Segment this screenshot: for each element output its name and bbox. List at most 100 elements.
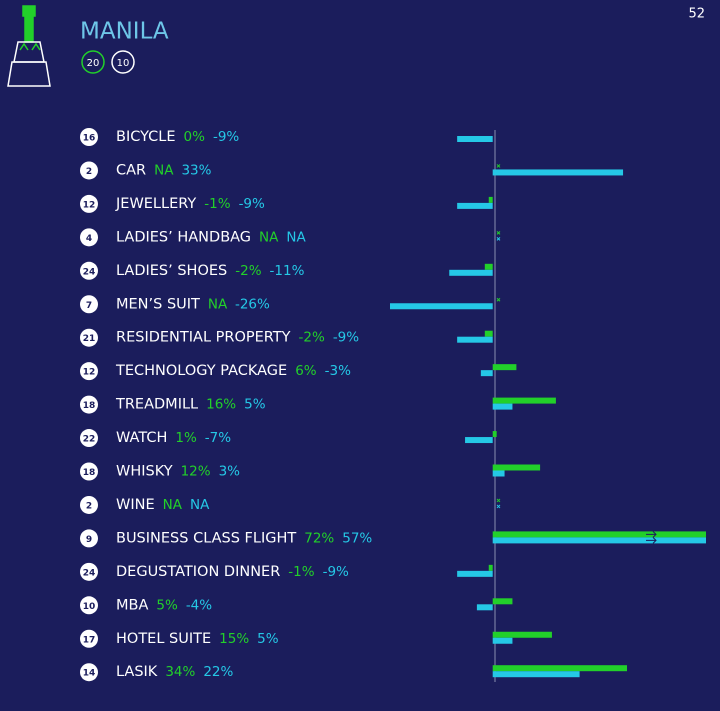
na-marker (496, 236, 501, 241)
bar (492, 531, 706, 538)
item-name: LADIES’ SHOES (116, 263, 227, 279)
row-label: RESIDENTIAL PROPERTY -2% -9% (116, 330, 359, 346)
row-label: BUSINESS CLASS FLIGHT 72% 57% (116, 530, 372, 546)
value-label: NA (190, 497, 210, 513)
item-name: WATCH (116, 430, 167, 446)
value-label: -9% (323, 564, 349, 580)
value-label: NA (259, 229, 279, 245)
na-marker (496, 297, 501, 302)
rank-badge (80, 228, 98, 247)
row-label: CAR NA 33% (116, 162, 212, 178)
row-label: HOTEL SUITE 15% 5% (116, 631, 279, 647)
bar (390, 303, 493, 310)
bar (492, 364, 517, 371)
rank: 24 (83, 267, 96, 277)
rank: 10 (83, 602, 96, 612)
row-label: JEWELLERY -1% -9% (115, 196, 265, 212)
rank: 21 (83, 334, 96, 344)
value-label: 3% (219, 464, 241, 480)
bar (492, 470, 505, 477)
item-name: CAR (116, 162, 146, 178)
item-name: MBA (116, 597, 148, 613)
row-label: DEGUSTATION DINNER -1% -9% (116, 564, 349, 580)
value-label: 33% (181, 162, 211, 178)
value-label: -9% (239, 196, 265, 212)
bar (484, 330, 493, 337)
bar (492, 169, 624, 176)
badge (111, 50, 135, 74)
row-label: WINE NA NA (116, 497, 210, 513)
item-name: WHISKY (116, 464, 173, 480)
value-label: 72% (304, 530, 334, 546)
rank-badge (80, 261, 98, 280)
rank-badge (80, 194, 98, 213)
rank-badge (80, 495, 98, 514)
rank-badge (80, 562, 98, 581)
value-label: 5% (156, 597, 178, 613)
item-name: DEGUSTATION DINNER (116, 564, 280, 580)
rank: 18 (83, 401, 96, 411)
item-name: BICYCLE (116, 129, 176, 145)
value-label: -9% (213, 129, 239, 145)
bar (492, 637, 513, 644)
bar (457, 336, 493, 343)
bar (488, 196, 493, 203)
bar (492, 671, 580, 678)
overflow-arrow (646, 531, 657, 538)
item-name: RESIDENTIAL PROPERTY (116, 330, 291, 346)
rank-badge (80, 629, 98, 648)
bar (449, 269, 493, 276)
value-label: 15% (219, 631, 249, 647)
value-label: 22% (203, 664, 233, 680)
rank: 14 (83, 669, 96, 679)
row-label: TECHNOLOGY PACKAGE 6% -3% (115, 363, 351, 379)
value-label: -3% (325, 363, 351, 379)
rank-badge (80, 295, 98, 314)
rank: 12 (83, 368, 96, 378)
rank: 2 (86, 501, 92, 511)
bar (492, 464, 541, 471)
value-label: NA (154, 162, 174, 178)
row-label: MBA 5% -4% (116, 597, 212, 613)
na-marker (496, 164, 501, 168)
value-label: 1% (175, 430, 197, 446)
value-label: -7% (205, 430, 231, 446)
row-label: BICYCLE 0% -9% (116, 129, 239, 145)
rank-badge (80, 128, 98, 146)
rank-badge (80, 529, 98, 548)
value-label: 16% (206, 397, 236, 413)
item-name: LASIK (116, 664, 158, 680)
rank: 9 (86, 535, 92, 545)
row-label: LADIES’ HANDBAG NA NA (116, 229, 306, 245)
item-name: HOTEL SUITE (116, 631, 211, 647)
row-label: WHISKY 12% 3% (116, 464, 240, 480)
badge (81, 50, 105, 74)
bar (480, 370, 493, 377)
rank-badge (80, 161, 98, 180)
rank-badge (80, 462, 98, 481)
row-label: LADIES’ SHOES -2% -11% (116, 263, 305, 279)
value-label: 12% (181, 464, 211, 480)
value-label: 34% (165, 664, 195, 680)
rank-badge (80, 429, 98, 448)
badge-label: 20 (87, 58, 100, 69)
value-label: 5% (244, 397, 266, 413)
value-label: -4% (186, 597, 212, 613)
rank: 12 (83, 200, 96, 210)
bar (484, 263, 493, 270)
rank: 24 (83, 568, 96, 578)
bar (492, 431, 497, 438)
value-label: NA (208, 296, 228, 312)
na-marker (496, 230, 501, 235)
value-label: -1% (288, 564, 314, 580)
value-label: -2% (235, 263, 261, 279)
bar (492, 537, 706, 544)
rank: 16 (83, 134, 96, 144)
bar (476, 604, 493, 611)
value-label: 5% (257, 631, 279, 647)
item-name: LADIES’ HANDBAG (116, 229, 251, 245)
row-label: MEN’S SUIT NA -26% (116, 296, 270, 312)
rank-badge (80, 596, 98, 615)
value-label: 6% (295, 363, 317, 379)
